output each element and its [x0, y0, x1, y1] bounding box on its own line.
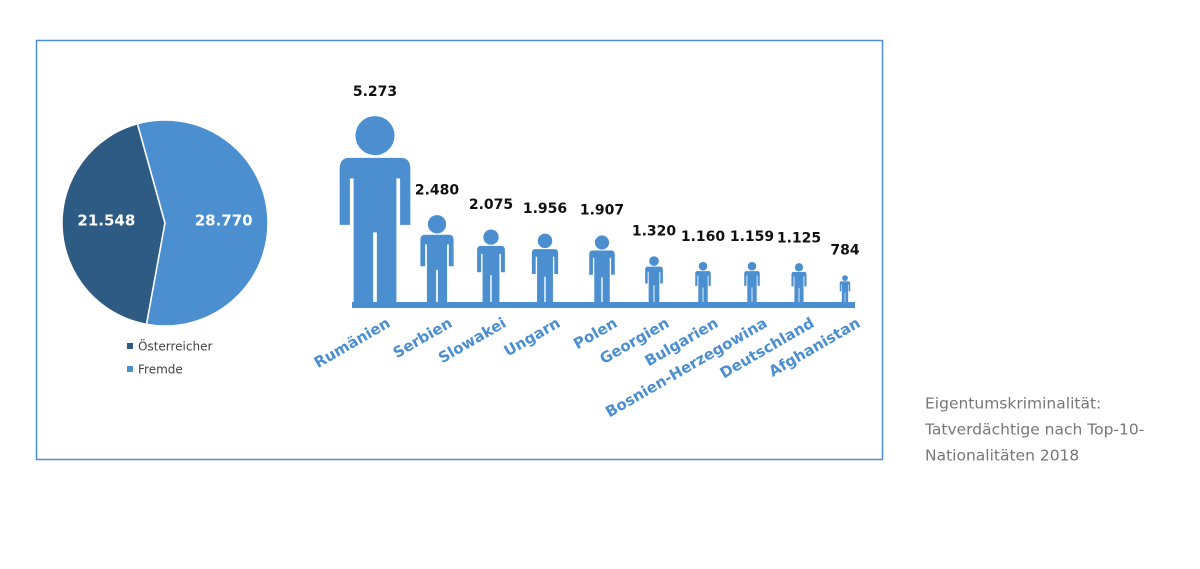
data-label: 1.907: [580, 203, 624, 219]
data-label: 28.770: [195, 211, 253, 229]
pie-slice: [136, 119, 269, 327]
person-head: [649, 256, 659, 266]
person-head: [842, 275, 848, 282]
person-head: [537, 233, 553, 249]
data-label: 784: [830, 242, 859, 258]
person-head: [594, 235, 610, 250]
person-body: [695, 271, 711, 303]
person-body: [531, 249, 559, 303]
frame: [35, 39, 884, 461]
data-label: 1.956: [523, 201, 567, 217]
person-icon: [839, 275, 851, 303]
person-body: [420, 234, 454, 303]
person-icon: [744, 261, 760, 303]
data-label: 1.320: [632, 223, 677, 239]
category-label: Rumänien: [311, 314, 393, 372]
caption-line: Nationalitäten 2018: [925, 447, 1079, 465]
person-head: [747, 261, 757, 271]
person-icon: [531, 233, 559, 303]
person-icon: [589, 235, 615, 303]
legend-label: Österreicher: [138, 338, 212, 354]
person-body: [477, 245, 505, 303]
person-icon: [645, 256, 663, 303]
person-head: [483, 229, 499, 245]
person-icon: [339, 116, 411, 303]
person-body: [839, 281, 851, 303]
category-label: Ungarn: [501, 314, 564, 360]
person-body: [744, 271, 760, 303]
data-label: 5.273: [353, 84, 397, 100]
person-body: [645, 266, 663, 303]
data-label: 1.125: [777, 230, 821, 246]
person-head: [355, 116, 395, 156]
baseline: [352, 302, 855, 308]
data-label: 2.480: [415, 183, 460, 199]
person-body: [589, 250, 615, 303]
person-body: [339, 157, 411, 303]
data-label: 1.160: [681, 229, 726, 245]
data-label: 21.548: [77, 211, 135, 229]
legend-label: Fremde: [138, 363, 183, 377]
data-label: 2.075: [469, 197, 513, 213]
person-icon: [695, 261, 711, 303]
legend-swatch: [127, 366, 133, 372]
person-icon: [791, 263, 807, 303]
person-head: [794, 263, 804, 272]
legend-swatch: [127, 343, 133, 349]
data-label: 1.159: [730, 229, 774, 245]
person-icon: [420, 215, 454, 303]
person-body: [791, 272, 807, 303]
person-icon: [477, 229, 505, 303]
pie-slice: [61, 122, 166, 326]
person-head: [427, 215, 447, 234]
caption-line: Tatverdächtige nach Top-10-: [924, 421, 1144, 439]
caption-line: Eigentumskriminalität:: [925, 395, 1101, 413]
person-head: [698, 261, 708, 271]
